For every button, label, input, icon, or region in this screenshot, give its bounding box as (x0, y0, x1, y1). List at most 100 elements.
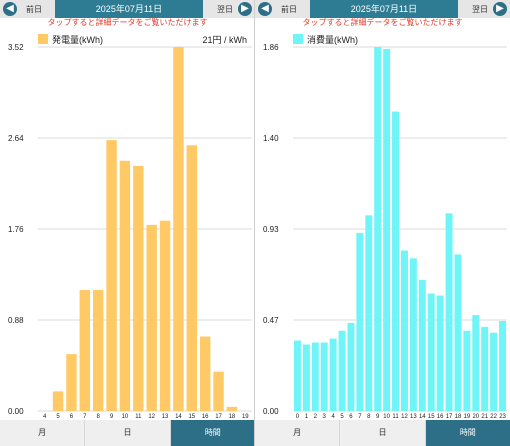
date-nav-bar: ◀ 前日 2025年07月11日 翌日 ▶ (0, 0, 255, 18)
x-tick-label: 1 (305, 414, 309, 420)
tap-hint: タップすると詳細データをご覧いただけます (302, 18, 463, 27)
next-day-button[interactable]: 翌日 (217, 5, 233, 14)
bar-12 (400, 250, 408, 411)
x-tick-label: 3 (323, 414, 327, 420)
date-display: 2025年07月11日 (55, 0, 203, 18)
bar-23 (499, 320, 507, 411)
bar-0 (293, 340, 301, 411)
x-tick-label: 8 (367, 414, 371, 420)
x-tick-label: 17 (215, 414, 222, 420)
tab-hour[interactable]: 時間 (170, 420, 255, 446)
next-day-button[interactable]: 翌日 (472, 5, 488, 14)
date-nav-bar: ◀ 前日 2025年07月11日 翌日 ▶ (255, 0, 510, 18)
x-tick-label: 0 (296, 414, 300, 420)
consumption-chart[interactable]: 0.000.470.931.401.860 1 2 3 4 5 6 7 8 9 10 11 12 13 14… (255, 40, 510, 420)
date-display: 2025年07月11日 (310, 0, 458, 18)
left-arrow-icon[interactable]: ◀ (258, 2, 272, 16)
bar-8 (365, 215, 373, 411)
bar-17 (213, 371, 224, 411)
bar-10 (119, 160, 131, 411)
price-rate: 21円 / kWh (202, 35, 247, 45)
legend: 消費量(kWh) (293, 33, 358, 45)
period-tabs: 月 日 時間 (255, 420, 510, 446)
bar-7 (79, 290, 91, 411)
bar-4 (329, 338, 337, 411)
bar-9 (106, 140, 117, 411)
x-tick-label: 14 (175, 414, 182, 420)
x-tick-label: 19 (242, 414, 249, 420)
prev-day-button[interactable]: 前日 (281, 5, 297, 14)
x-tick-label: 12 (148, 414, 155, 420)
x-tick-label: 9 (376, 414, 380, 420)
x-tick-label: 21 (481, 414, 488, 420)
bar-1 (302, 344, 310, 411)
y-tick-label: 1.40 (263, 134, 279, 143)
x-tick-label: 15 (428, 414, 435, 420)
bar-12 (146, 224, 157, 411)
tab-hour[interactable]: 時間 (425, 420, 510, 446)
x-tick-label: 18 (455, 414, 462, 420)
y-tick-label: 0.93 (263, 225, 279, 234)
bar-8 (92, 290, 104, 411)
x-tick-label: 17 (446, 414, 453, 420)
bar-9 (374, 47, 382, 411)
generation-chart[interactable]: 0.00 0.88 1.76 2.64 3.52 4 5 6 7 8 9 10 11 12 13 14 15 16… (0, 40, 255, 420)
bar-7 (356, 232, 364, 411)
x-tick-label: 6 (349, 414, 353, 420)
legend-swatch (38, 34, 48, 44)
bar-2 (311, 342, 319, 411)
bar-6 (66, 354, 77, 411)
x-tick-label: 23 (499, 414, 506, 420)
x-tick-label: 22 (490, 414, 497, 420)
tab-month[interactable]: 月 (0, 420, 86, 446)
bar-15 (186, 145, 198, 411)
x-tick-label: 16 (202, 414, 209, 420)
bar-15 (427, 293, 435, 411)
x-tick-label: 10 (383, 414, 390, 420)
period-tabs: 月 日 時間 (0, 420, 255, 446)
bar-18 (226, 406, 238, 411)
x-tick-label: 14 (419, 414, 426, 420)
bar-3 (320, 342, 328, 411)
bar-22 (490, 332, 498, 411)
bar-5 (52, 391, 64, 411)
x-tick-label: 2 (314, 414, 318, 420)
right-arrow-icon[interactable]: ▶ (238, 2, 252, 16)
x-tick-label: 12 (401, 414, 408, 420)
left-arrow-icon[interactable]: ◀ (3, 2, 17, 16)
tab-day[interactable]: 日 (340, 420, 426, 446)
bar-10 (383, 48, 391, 411)
x-tick-label: 4 (331, 414, 335, 420)
x-tick-label: 11 (392, 414, 399, 420)
bar-19 (463, 330, 471, 411)
generation-panel: ◀ 前日 2025年07月11日 翌日 ▶ タップすると詳細データをご覧いただけ… (0, 0, 255, 446)
x-tick-label: 7 (83, 414, 87, 420)
x-tick-label: 20 (472, 414, 479, 420)
right-arrow-icon[interactable]: ▶ (493, 2, 507, 16)
x-tick-label: 9 (110, 414, 114, 420)
y-tick-label: 0.00 (8, 407, 24, 416)
y-tick-label: 0.88 (8, 316, 24, 325)
x-tick-label: 16 (437, 414, 444, 420)
x-tick-label: 6 (70, 414, 74, 420)
y-tick-label: 1.86 (263, 43, 279, 52)
bar-16 (199, 336, 211, 411)
x-tick-label: 15 (188, 414, 195, 420)
x-tick-label: 4 (43, 414, 47, 420)
y-tick-label: 0.47 (263, 316, 279, 325)
y-tick-label: 1.76 (8, 225, 24, 234)
tap-hint: タップすると詳細データをご覧いただけます (47, 18, 208, 27)
tab-day[interactable]: 日 (85, 420, 171, 446)
bar-6 (347, 322, 355, 411)
bar-18 (454, 254, 462, 411)
bar-11 (392, 111, 400, 412)
prev-day-button[interactable]: 前日 (26, 5, 42, 14)
y-tick-label: 2.64 (8, 134, 24, 143)
tab-month[interactable]: 月 (255, 420, 341, 446)
x-tick-label: 5 (340, 414, 344, 420)
bar-13 (159, 220, 171, 411)
x-tick-label: 10 (122, 414, 129, 420)
bar-16 (436, 295, 444, 411)
x-tick-label: 18 (229, 414, 236, 420)
legend: 発電量(kWh) (38, 33, 103, 45)
